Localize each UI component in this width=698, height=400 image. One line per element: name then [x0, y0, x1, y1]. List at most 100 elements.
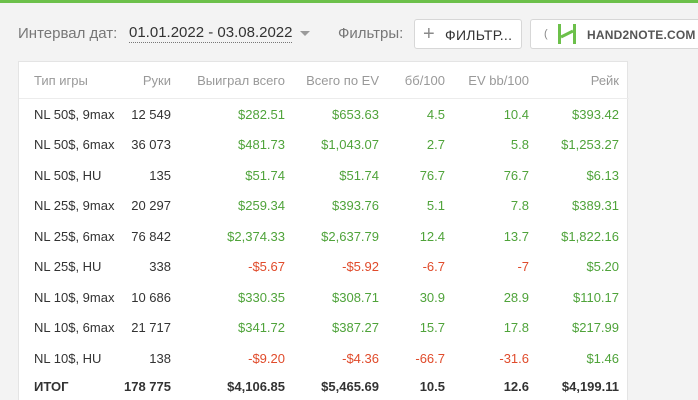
col-ev-bb100-cell: 17.8 [503, 320, 529, 336]
col-bb100-cell: 4.5 [426, 106, 445, 122]
total-row: ИТОГ 178 775 $4,106.85 $5,465.69 10.5 12.6 $4,… [19, 374, 629, 400]
col-hands-cell: 36 073 [131, 137, 171, 153]
table-row: NL 50$, 6max 36 073 $481.73 $1,043.07 2.7 5.8… [19, 130, 629, 161]
col-game-type-cell: NL 10$, 6max [34, 320, 115, 336]
col-ev-total-cell: $653.63 [332, 106, 379, 122]
col-ev-total-cell: -$4.36 [342, 350, 379, 366]
col-ev-total-cell: $1,043.07 [321, 137, 379, 153]
col-rake-cell: $389.31 [572, 198, 619, 214]
add-filter-label: ФИЛЬТР... [445, 27, 513, 43]
hand2note-logo-icon [558, 24, 576, 44]
col-bb100-cell: 12.4 [419, 228, 445, 244]
col-game-type-cell: NL 10$, HU [34, 350, 102, 366]
col-bb100-cell: 5.1 [426, 198, 445, 214]
col-ev-total-cell: $393.76 [332, 198, 379, 214]
col-ev-bb100-cell: 76.7 [503, 167, 529, 183]
col-ev-bb100-cell: 12.6 [503, 379, 529, 394]
col-ev-bb100-cell: -7 [517, 259, 529, 275]
col-ev-total-cell: -$5.92 [342, 259, 379, 275]
col-game-type-cell: NL 25$, 6max [34, 228, 115, 244]
col-hands-cell: 76 842 [131, 228, 171, 244]
col-rake-cell: $1.46 [586, 350, 619, 366]
col-rake-header[interactable]: Рейк [539, 62, 629, 99]
col-bb100-cell: -66.7 [415, 350, 445, 366]
col-rake-cell: $5.20 [586, 259, 619, 275]
col-hands-cell: 135 [149, 167, 171, 183]
plus-icon: + [423, 23, 435, 45]
col-ev-total-cell: $308.71 [332, 289, 379, 305]
col-hands-cell: 12 549 [131, 106, 171, 122]
col-game-type-cell: NL 50$, HU [34, 167, 102, 183]
col-rake-cell: $4,199.11 [561, 379, 619, 394]
table-row: NL 10$, 6max 21 717 $341.72 $387.27 15.7 17.8… [19, 313, 629, 344]
table-row: NL 10$, HU 138 -$9.20 -$4.36 -66.7 -31.6 $1.46 [19, 343, 629, 374]
col-won-total-cell: $259.34 [238, 198, 285, 214]
col-hands-header[interactable]: Руки [117, 62, 181, 99]
col-ev-bb100-cell: 5.8 [510, 137, 529, 153]
col-won-total-cell: $2,374.33 [227, 228, 285, 244]
col-ev-bb100-cell: 28.9 [503, 289, 529, 305]
table-row: NL 25$, HU 338 -$5.67 -$5.92 -6.7 -7 $5.20 [19, 252, 629, 283]
col-won-total-header[interactable]: Выиграл всего [181, 62, 295, 99]
col-hands-cell: 178 775 [124, 379, 171, 394]
col-ev-total-header[interactable]: Всего по EV [295, 62, 389, 99]
date-interval-picker[interactable]: 01.01.2022 - 03.08.2022 [129, 24, 293, 43]
col-ev-bb100-cell: 10.4 [503, 106, 529, 122]
col-ev-bb100-cell: -31.6 [499, 350, 529, 366]
col-hands-cell: 138 [149, 350, 171, 366]
toolbar: Интервал дат: 01.01.2022 - 03.08.2022 Фи… [0, 3, 698, 58]
logo-area: ( HAND2NOTE.COM [530, 19, 698, 49]
chevron-down-icon[interactable] [300, 31, 310, 36]
col-ev-total-cell: $2,637.79 [321, 228, 379, 244]
partial-edge-glyph: ( [544, 28, 548, 40]
col-won-total-cell: -$5.67 [248, 259, 285, 275]
col-hands-cell: 21 717 [131, 320, 171, 336]
col-hands-cell: 10 686 [131, 289, 171, 305]
col-bb100-cell: 10.5 [419, 379, 445, 394]
stats-panel: Тип игры Руки Выиграл всего Всего по EV бб/1… [18, 61, 629, 400]
col-bb100-cell: 15.7 [419, 320, 445, 336]
col-bb100-cell: 30.9 [419, 289, 445, 305]
col-won-total-cell: $282.51 [238, 106, 285, 122]
col-won-total-cell: $341.72 [238, 320, 285, 336]
col-ev-total-cell: $5,465.69 [321, 379, 379, 394]
add-filter-button[interactable]: + ФИЛЬТР... [414, 19, 522, 49]
col-won-total-cell: $481.73 [238, 137, 285, 153]
col-hands-cell: 20 297 [131, 198, 171, 214]
filters-label: Фильтры: [338, 25, 404, 42]
interval-label: Интервал дат: [18, 25, 118, 42]
col-rake-cell: $6.13 [586, 167, 619, 183]
col-game-type-cell: NL 50$, 9max [34, 106, 115, 122]
col-bb100-header[interactable]: бб/100 [389, 62, 455, 99]
table-row: NL 50$, 9max 12 549 $282.51 $653.63 4.5 10.4 $… [19, 99, 629, 130]
col-won-total-cell: $51.74 [245, 167, 285, 183]
accent-line [0, 0, 698, 3]
table-row: NL 50$, HU 135 $51.74 $51.74 76.7 76.7 $6.13 [19, 160, 629, 191]
col-rake-cell: $393.42 [572, 106, 619, 122]
table-row: NL 25$, 6max 76 842 $2,374.33 $2,637.79 12.4… [19, 221, 629, 252]
game-type-stats-table: Тип игры Руки Выиграл всего Всего по EV бб/1… [19, 62, 629, 400]
col-rake-cell: $1,253.27 [561, 137, 619, 153]
col-rake-cell: $1,822.16 [561, 228, 619, 244]
col-ev-bb100-cell: 13.7 [503, 228, 529, 244]
col-won-total-cell: $330.35 [238, 289, 285, 305]
col-game-type-cell: ИТОГ [34, 379, 69, 394]
col-ev-bb100-header[interactable]: EV bb/100 [455, 62, 539, 99]
table-row: NL 25$, 9max 20 297 $259.34 $393.76 5.1 7.8 $3… [19, 191, 629, 222]
table-row: NL 10$, 9max 10 686 $330.35 $308.71 30.9 28.9… [19, 282, 629, 313]
col-game-type-cell: NL 25$, 9max [34, 198, 115, 214]
col-game-type-cell: NL 25$, HU [34, 259, 102, 275]
logo-text: HAND2NOTE.COM [587, 28, 696, 42]
col-hands-cell: 338 [149, 259, 171, 275]
col-bb100-cell: 2.7 [426, 137, 445, 153]
col-game-type-cell: NL 10$, 9max [34, 289, 115, 305]
col-rake-cell: $217.99 [572, 320, 619, 336]
col-bb100-cell: -6.7 [422, 259, 445, 275]
col-rake-cell: $110.17 [572, 289, 619, 305]
col-game-type-cell: NL 50$, 6max [34, 137, 115, 153]
col-won-total-cell: $4,106.85 [227, 379, 285, 394]
col-ev-total-cell: $51.74 [339, 167, 379, 183]
col-bb100-cell: 76.7 [419, 167, 445, 183]
col-ev-bb100-cell: 7.8 [510, 198, 529, 214]
col-game-type-header[interactable]: Тип игры [19, 62, 117, 99]
